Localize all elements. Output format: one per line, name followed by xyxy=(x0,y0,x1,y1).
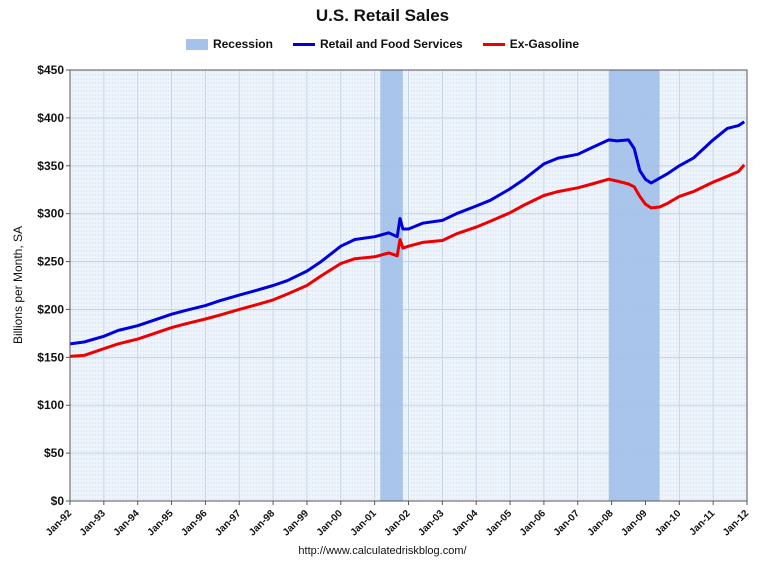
y-tick-label: $400 xyxy=(37,111,64,125)
y-tick-label: $300 xyxy=(37,207,64,221)
x-tick-label: Jan-93 xyxy=(78,508,108,538)
x-tick-label: Jan-09 xyxy=(619,508,649,538)
chart-title: U.S. Retail Sales xyxy=(315,6,450,25)
x-tick-label: Jan-98 xyxy=(247,508,277,538)
y-tick-label: $100 xyxy=(37,398,64,412)
legend-item-ex-gasoline: Ex-Gasoline xyxy=(482,37,580,51)
x-tick-label: Jan-97 xyxy=(213,508,243,538)
recession-band xyxy=(608,70,660,501)
x-tick-label: Jan-07 xyxy=(552,508,582,538)
x-tick-label: Jan-96 xyxy=(179,508,209,538)
legend-swatch-retail xyxy=(292,42,315,46)
recession-band xyxy=(380,70,403,501)
x-tick-label: Jan-94 xyxy=(112,508,142,538)
x-tick-label: Jan-95 xyxy=(145,508,175,538)
x-tick-label: Jan-11 xyxy=(687,508,717,538)
legend-swatch-ex-gasoline xyxy=(482,42,505,46)
legend-swatch-recession xyxy=(185,38,208,50)
x-tick-label: Jan-00 xyxy=(315,508,345,538)
series-line-ex-gasoline xyxy=(69,163,746,358)
y-tick-label: $150 xyxy=(37,350,64,364)
legend: Recession Retail and Food Services Ex-Ga… xyxy=(0,37,765,51)
source-url: http://www.calculatedriskblog.com/ xyxy=(298,545,467,557)
x-tick-label: Jan-12 xyxy=(721,508,751,538)
series-line-retail xyxy=(69,120,746,346)
x-tick-label: Jan-06 xyxy=(518,508,548,538)
x-tick-label: Jan-92 xyxy=(44,508,74,538)
y-tick-label: $450 xyxy=(37,63,64,77)
legend-label-retail: Retail and Food Services xyxy=(319,37,463,51)
x-tick-label: Jan-05 xyxy=(484,508,514,538)
x-tick-label: Jan-10 xyxy=(653,508,683,538)
legend-item-retail: Retail and Food Services xyxy=(292,37,463,51)
y-tick-label: $200 xyxy=(37,302,64,316)
legend-item-recession: Recession xyxy=(185,37,273,51)
x-tick-label: Jan-03 xyxy=(416,508,446,538)
x-tick-label: Jan-02 xyxy=(382,508,412,538)
legend-label-recession: Recession xyxy=(212,37,273,51)
x-tick-label: Jan-04 xyxy=(450,508,480,538)
legend-label-ex-gasoline: Ex-Gasoline xyxy=(509,37,580,51)
y-tick-label: $250 xyxy=(37,255,64,269)
y-tick-label: $350 xyxy=(37,159,64,173)
y-tick-label: $0 xyxy=(51,494,65,508)
x-tick-label: Jan-99 xyxy=(281,508,311,538)
x-tick-label: Jan-01 xyxy=(349,508,379,538)
x-tick-label: Jan-08 xyxy=(586,508,616,538)
y-tick-label: $50 xyxy=(44,446,64,460)
